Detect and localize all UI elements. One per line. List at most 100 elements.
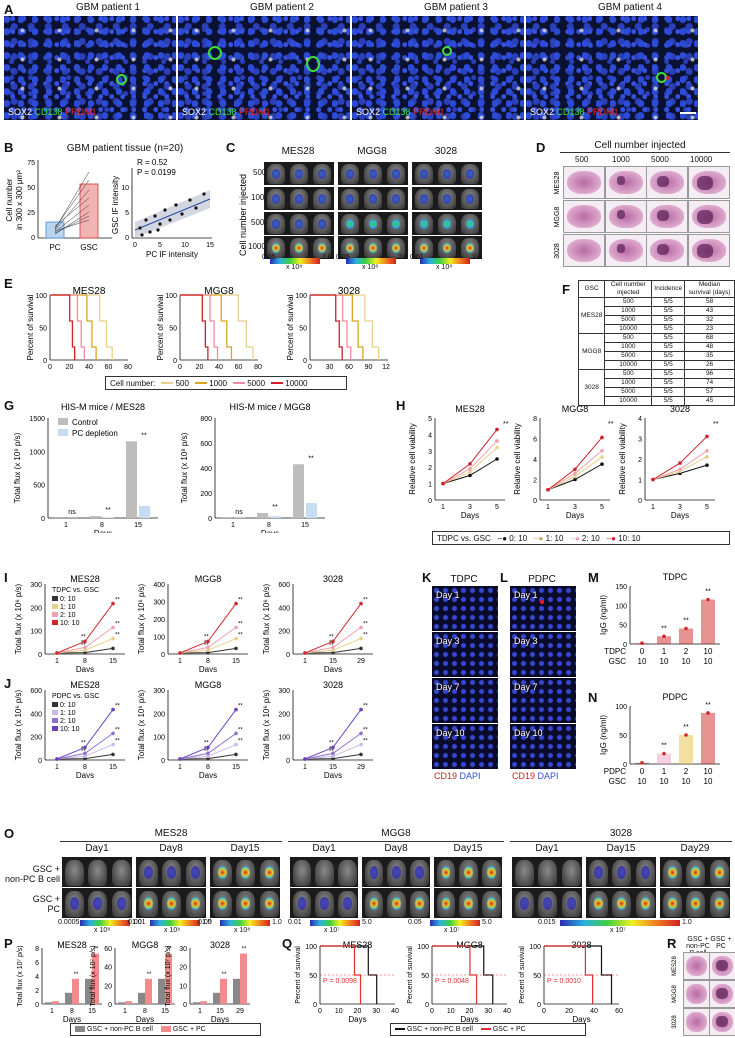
svg-text:0: 0 bbox=[43, 358, 47, 365]
svg-text:**: ** bbox=[329, 634, 334, 640]
svg-text:15: 15 bbox=[329, 658, 337, 665]
svg-text:40: 40 bbox=[590, 1008, 598, 1015]
f-cell: 5/5 bbox=[651, 333, 686, 343]
svg-text:**: ** bbox=[242, 947, 247, 953]
svg-text:29: 29 bbox=[357, 658, 365, 665]
svg-text:GSC: GSC bbox=[609, 657, 627, 666]
svg-text:**: ** bbox=[363, 633, 368, 639]
g-bar-pc-depletion bbox=[139, 506, 150, 518]
day-label: Day 7 bbox=[514, 682, 538, 692]
svg-text:4: 4 bbox=[428, 432, 432, 439]
svg-text:3: 3 bbox=[468, 504, 472, 511]
svg-text:Percent of survival: Percent of survival bbox=[407, 946, 414, 1004]
svg-text:80: 80 bbox=[124, 364, 132, 371]
b-p-value: P = 0.0199 bbox=[137, 168, 176, 177]
svg-text:2: 10: 2: 10 bbox=[60, 718, 76, 725]
svg-text:100: 100 bbox=[417, 944, 429, 951]
f-cell: 5/5 bbox=[651, 351, 686, 361]
f-cell: 5/5 bbox=[651, 360, 686, 370]
micrograph-day-10: Day 10 bbox=[510, 724, 576, 770]
svg-text:Days: Days bbox=[94, 529, 112, 533]
svg-text:**: ** bbox=[238, 621, 243, 627]
svg-text:20: 20 bbox=[66, 364, 74, 371]
p-legend: GSC + non-PC B cell GSC + PC bbox=[70, 1023, 261, 1036]
he-brain-section bbox=[605, 234, 647, 267]
f-cell: 1000 bbox=[604, 342, 653, 352]
f-cell: 1000 bbox=[604, 378, 653, 388]
svg-text:40: 40 bbox=[391, 1008, 399, 1015]
svg-text:1: 1 bbox=[638, 478, 642, 485]
if-image-patient-4: SOX2 CD138 PRDM1 bbox=[526, 16, 698, 120]
f-cell: 10000 bbox=[604, 396, 653, 406]
svg-text:**: ** bbox=[81, 740, 86, 746]
svg-text:Days: Days bbox=[80, 371, 98, 372]
panel-label-h: H bbox=[396, 398, 406, 413]
svg-text:Days: Days bbox=[461, 511, 479, 520]
svg-text:0: 0 bbox=[161, 758, 165, 765]
svg-text:**: ** bbox=[81, 746, 86, 752]
igg-bar bbox=[657, 636, 671, 644]
svg-text:1: 1 bbox=[303, 658, 307, 665]
e-survival-curve-5000 bbox=[310, 294, 352, 360]
svg-text:3: 3 bbox=[678, 504, 682, 511]
svg-text:3028: 3028 bbox=[670, 404, 690, 414]
svg-text:MGG8: MGG8 bbox=[562, 404, 589, 414]
svg-text:10: 10: 10: 10 bbox=[60, 726, 80, 733]
panel-b-chart: Cell number in 300 x 300 μm² 0 25 50 75 … bbox=[5, 158, 214, 259]
d-title: Cell number injected bbox=[594, 140, 686, 151]
g-bar-control bbox=[126, 441, 137, 518]
svg-text:MES28: MES28 bbox=[554, 171, 561, 194]
f-cell: 58 bbox=[684, 297, 735, 307]
panel-label-g: G bbox=[4, 398, 15, 413]
svg-text:**: ** bbox=[81, 640, 86, 646]
svg-text:TDPC: TDPC bbox=[663, 572, 688, 582]
svg-text:50: 50 bbox=[39, 326, 47, 333]
ivis-image bbox=[210, 857, 280, 887]
svg-text:1: 10: 1: 10 bbox=[60, 604, 76, 611]
p-bar-pc bbox=[145, 978, 152, 1004]
g-bar-control bbox=[293, 464, 304, 518]
ivis-image bbox=[62, 857, 132, 887]
panel-j-charts: MES28 0 200 400 600 Total flux (x 10⁶ p/s) 1 8 1… bbox=[14, 680, 373, 778]
f-cell: 5000 bbox=[604, 315, 653, 325]
o-group-MGG8: MGG8 bbox=[381, 828, 411, 839]
e-survival-curve-10000 bbox=[180, 294, 209, 360]
f-cell: 74 bbox=[684, 378, 735, 388]
svg-text:0: 0 bbox=[133, 242, 137, 249]
ivis-image bbox=[290, 857, 358, 887]
svg-text:**: ** bbox=[115, 598, 120, 604]
svg-text:3: 3 bbox=[573, 504, 577, 511]
svg-text:2: 2 bbox=[533, 478, 537, 485]
o-row-label-1: GSC + bbox=[32, 864, 60, 874]
svg-text:MES28: MES28 bbox=[57, 940, 87, 950]
svg-text:Days: Days bbox=[572, 1015, 590, 1024]
f-header: Median survival (days) bbox=[684, 280, 735, 298]
svg-text:1: 1 bbox=[198, 1008, 202, 1015]
cbar-unit: x 10⁸ bbox=[94, 927, 111, 934]
panel-label-j: J bbox=[4, 676, 12, 691]
f-cell: 45 bbox=[684, 396, 735, 406]
cbar-min: 0.0005 bbox=[58, 919, 80, 926]
svg-text:75: 75 bbox=[27, 160, 35, 167]
svg-text:20: 20 bbox=[179, 965, 187, 972]
svg-text:**: ** bbox=[363, 621, 368, 627]
svg-text:0: 0 bbox=[640, 647, 645, 656]
f-cell: 5/5 bbox=[651, 297, 686, 307]
svg-text:60: 60 bbox=[615, 1008, 623, 1015]
panel-p-charts: MES28 0 2 4 6 8 Total flux (x 10⁷ p/s) 1 8 ** 15 **… bbox=[17, 940, 250, 1024]
svg-text:IgG (ng/ml): IgG (ng/ml) bbox=[599, 715, 608, 755]
svg-text:Days: Days bbox=[136, 1015, 154, 1024]
panel-a-title-4: GBM patient 4 bbox=[598, 2, 662, 13]
svg-text:**: ** bbox=[81, 634, 86, 640]
svg-text:Total flux (x 10⁶ p/s): Total flux (x 10⁶ p/s) bbox=[14, 689, 23, 760]
svg-text:5: 5 bbox=[705, 504, 709, 511]
day-label: Day 7 bbox=[436, 682, 460, 692]
panel-label-l: L bbox=[500, 570, 508, 585]
svg-text:10: 10 bbox=[704, 647, 713, 656]
h-line-10: 10 bbox=[547, 437, 603, 491]
cbar-max: 1.0 bbox=[272, 919, 282, 926]
svg-text:MGG8: MGG8 bbox=[195, 680, 222, 690]
he-brain-section bbox=[688, 234, 730, 267]
o-day: Day8 bbox=[384, 843, 408, 854]
